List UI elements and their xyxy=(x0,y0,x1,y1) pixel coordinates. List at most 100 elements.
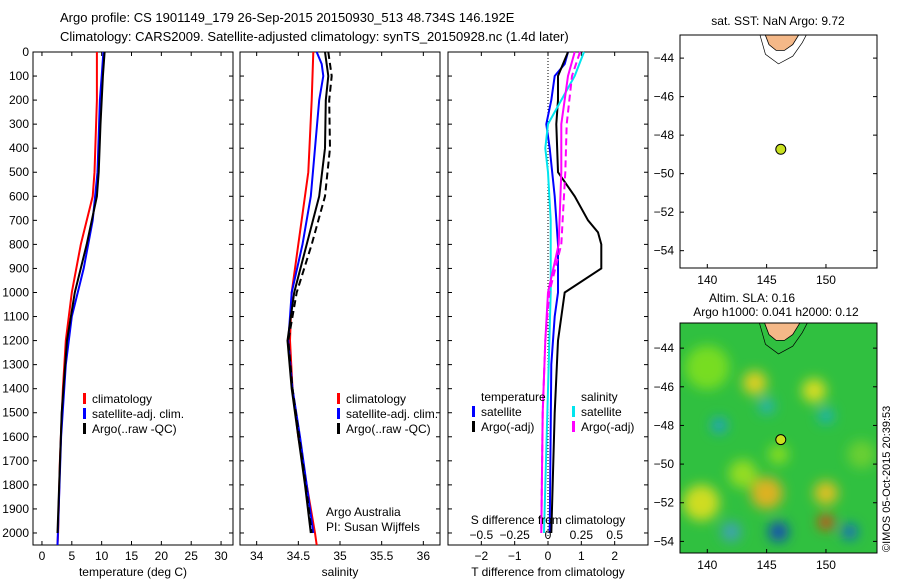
series-line-argo-raw xyxy=(287,51,333,534)
legend-label: satellite xyxy=(481,405,522,419)
s-tick-label: 0 xyxy=(545,528,552,542)
y-tick-label: 1100 xyxy=(3,310,29,324)
sla-anomaly-blob xyxy=(758,398,775,415)
x-tick-label: 20 xyxy=(155,549,169,563)
x-tick-label: 150 xyxy=(816,273,836,287)
x-tick-label: 0 xyxy=(39,549,46,563)
map-subtitle: Argo h1000: 0.041 h2000: 0.12 xyxy=(693,305,859,319)
legend-label: satellite xyxy=(581,405,622,419)
y-tick-label: −50 xyxy=(654,167,675,181)
x-tick-label: 25 xyxy=(185,549,199,563)
legend-swatch xyxy=(83,393,86,404)
plot-frame xyxy=(32,51,234,546)
x-tick-label: 1 xyxy=(578,549,585,563)
sla-anomaly-blob xyxy=(721,521,742,542)
y-tick-label: 1700 xyxy=(2,454,29,468)
s-tick-label: 0.5 xyxy=(606,528,623,542)
y-tick-label: −54 xyxy=(654,534,675,548)
x-tick-label: 145 xyxy=(757,558,777,572)
x-tick-label: 34.5 xyxy=(287,549,311,563)
legend-swatch xyxy=(337,423,340,434)
plot-frame xyxy=(239,51,441,546)
legend-label: Argo(..raw -QC) xyxy=(346,422,431,436)
legend-title: temperature xyxy=(481,390,546,404)
map-frame xyxy=(679,34,878,269)
y-tick-label: 1900 xyxy=(2,502,29,516)
title-line-1: Argo profile: CS 1901149_179 26-Sep-2015… xyxy=(60,10,515,25)
x-axis-label: T difference from climatology xyxy=(471,565,625,579)
sla-map-panel: 140 145 150 −44 −46 −48 −50 −52 −54 Altim. SLA: 0… xyxy=(654,291,878,572)
annotation-line: PI: Susan Wijffels xyxy=(326,520,420,534)
sla-field xyxy=(683,345,876,542)
sla-anomaly-blob xyxy=(817,514,834,531)
legend-label: satellite-adj. clim. xyxy=(92,407,184,421)
y-tick-label: 1400 xyxy=(2,382,29,396)
y-tick-label: 600 xyxy=(9,189,29,203)
x-tick-label: 2 xyxy=(611,549,618,563)
argo-float-marker xyxy=(775,143,787,155)
sla-anomaly-blob xyxy=(742,370,767,395)
s-tick-label: −0.5 xyxy=(469,528,493,542)
x-tick-label: −1 xyxy=(508,549,522,563)
land-tasmania xyxy=(764,323,801,341)
legend-swatch xyxy=(83,423,86,434)
legend-label: Argo(-adj) xyxy=(581,420,634,434)
map-content xyxy=(759,35,807,65)
y-tick-label: 0 xyxy=(22,45,29,59)
sst-map-panel: 140 145 150 −44 −46 −48 −50 −52 −54 sat. SST: NaN… xyxy=(654,14,878,287)
x-tick-label: 35 xyxy=(333,549,347,563)
annotation-line: Argo Australia xyxy=(326,505,401,519)
y-tick-label: −52 xyxy=(654,496,675,510)
sla-anomaly-blob xyxy=(685,345,730,390)
x-tick-label: 34 xyxy=(250,549,264,563)
argo-float-marker xyxy=(775,434,787,446)
x-tick-label: 5 xyxy=(68,549,75,563)
sla-anomaly-blob xyxy=(711,417,728,434)
y-tick-label: 1600 xyxy=(2,430,29,444)
s-tick-label: −0.25 xyxy=(499,528,530,542)
map-frame xyxy=(679,322,878,554)
y-tick-label: 1300 xyxy=(2,358,29,372)
map-title: Altim. SLA: 0.16 xyxy=(709,291,795,305)
x-axis-label: temperature (deg C) xyxy=(79,565,187,579)
legend-swatch xyxy=(472,406,475,417)
y-tick-label: −48 xyxy=(654,128,675,142)
series-line-t-argo xyxy=(550,51,603,534)
y-tick-label: −44 xyxy=(654,51,675,65)
bathymetry-contour xyxy=(759,323,808,355)
series-line-argo xyxy=(56,51,106,534)
map-title: sat. SST: NaN Argo: 9.72 xyxy=(711,14,845,28)
legend-label: climatology xyxy=(92,392,152,406)
y-tick-label: 500 xyxy=(9,165,29,179)
y-tick-label: 700 xyxy=(9,213,29,227)
legend-swatch xyxy=(572,406,575,417)
sla-anomaly-blob xyxy=(750,477,783,510)
x-tick-label: 0 xyxy=(545,549,552,563)
legend-swatch xyxy=(472,421,475,432)
x-axis-label: salinity xyxy=(322,565,359,579)
y-tick-label: 1000 xyxy=(2,285,29,299)
legend-swatch xyxy=(337,408,340,419)
y-tick-label: −44 xyxy=(654,341,675,355)
y-tick-label: −46 xyxy=(654,380,675,394)
x-tick-label: 140 xyxy=(697,273,717,287)
legend-label: satellite-adj. clim. xyxy=(346,407,438,421)
s-axis-label: S difference from climatology xyxy=(471,513,626,527)
sla-anomaly-blob xyxy=(768,521,789,542)
y-tick-label: 2000 xyxy=(2,526,29,540)
y-tick-label: 1500 xyxy=(2,406,29,420)
legend-swatch xyxy=(83,408,86,419)
sla-anomaly-blob xyxy=(768,444,789,465)
sla-anomaly-blob xyxy=(813,481,838,506)
y-tick-label: 1200 xyxy=(2,334,29,348)
y-tick-label: −50 xyxy=(654,457,675,471)
legend-label: Argo(-adj) xyxy=(481,420,534,434)
y-tick-label: 800 xyxy=(9,237,29,251)
x-tick-label: 15 xyxy=(125,549,139,563)
salinity-panel: 34 34.5 35 35.5 36 salinity climatologysatelli… xyxy=(239,51,441,579)
x-tick-label: 35.5 xyxy=(370,549,394,563)
temperature-panel: 0 5 10 15 20 25 300100200300400500600700800900… xyxy=(2,45,234,579)
y-tick-label: −52 xyxy=(654,205,675,219)
y-tick-label: −54 xyxy=(654,244,675,258)
